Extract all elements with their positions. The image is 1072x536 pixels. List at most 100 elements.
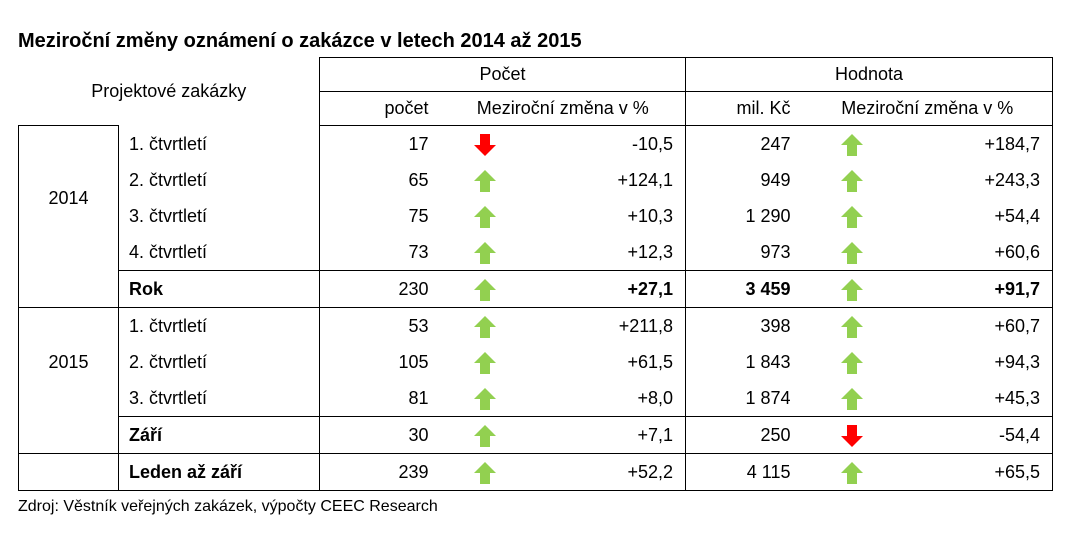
count-arrow xyxy=(441,380,529,417)
value-change-cell: +94,3 xyxy=(900,344,1053,380)
value-arrow xyxy=(803,344,901,380)
table-row: 2015 1. čtvrtletí 53 +211,8 398 +60,7 xyxy=(18,307,1053,417)
count-cell: 73 xyxy=(408,242,429,262)
count-arrow xyxy=(441,162,529,198)
col-header-count-change: Meziroční změna v % xyxy=(440,91,686,126)
row-label: 3. čtvrtletí xyxy=(118,198,320,234)
value-arrow xyxy=(802,453,901,491)
value-arrow xyxy=(803,198,901,234)
row-label: 2. čtvrtletí xyxy=(118,162,320,198)
value-change-cell: +60,7 xyxy=(900,307,1053,344)
count-change-cell: +12,3 xyxy=(528,234,686,271)
value-arrow xyxy=(803,308,901,345)
value-change-cell: +45,3 xyxy=(900,380,1053,417)
count-cell: 17 xyxy=(408,134,429,154)
year-cell-blank xyxy=(18,453,119,491)
group-header-count: Počet xyxy=(319,57,686,92)
value-change-cell: -54,4 xyxy=(900,416,1053,454)
value-arrow xyxy=(803,162,901,198)
table-row: 3. čtvrtletí 75 +10,3 1 290 +54,4 xyxy=(19,198,1053,234)
row-header-label: Projektové zakázky xyxy=(91,80,247,101)
group-header-value: Hodnota xyxy=(685,57,1053,92)
value-arrow xyxy=(802,270,901,308)
count-change-cell: +61,5 xyxy=(528,344,686,380)
arrow-up-icon xyxy=(473,278,497,302)
count-arrow xyxy=(440,270,529,308)
arrow-up-icon xyxy=(473,461,497,485)
value-cell: 1 843 xyxy=(745,352,791,372)
value-cell: 398 xyxy=(760,316,791,336)
value-arrow xyxy=(803,380,901,417)
value-cell: 949 xyxy=(760,170,791,190)
count-change-cell: +8,0 xyxy=(528,380,686,417)
value-cell: 4 115 xyxy=(685,453,803,491)
value-change-cell: +60,6 xyxy=(900,234,1053,271)
arrow-down-icon xyxy=(840,424,864,448)
table-row: 2. čtvrtletí 65 +124,1 949 +243,3 xyxy=(19,162,1053,198)
table-row: 2014 1. čtvrtletí 17 -10,5 247 +184,7 xyxy=(18,125,1053,271)
arrow-up-icon xyxy=(840,205,864,229)
count-cell: 75 xyxy=(408,206,429,226)
count-change-cell: +124,1 xyxy=(528,162,686,198)
value-cell: 973 xyxy=(760,242,791,262)
table-body: 2014 1. čtvrtletí 17 -10,5 247 +184,7 2. čtvrt… xyxy=(18,125,1053,491)
count-cell: 239 xyxy=(319,453,441,491)
count-cell: 105 xyxy=(398,352,429,372)
count-cell: 230 xyxy=(319,270,441,308)
col-header-count: počet xyxy=(319,91,441,126)
arrow-down-icon xyxy=(473,133,497,157)
arrow-up-icon xyxy=(473,387,497,411)
value-cell: 247 xyxy=(760,134,791,154)
year-cell: 2015 xyxy=(18,307,119,417)
count-change-cell: +10,3 xyxy=(528,198,686,234)
count-change-cell: +7,1 xyxy=(528,416,686,454)
value-cell: 1 874 xyxy=(745,388,791,408)
row-label: 1. čtvrtletí xyxy=(118,307,320,344)
arrow-up-icon xyxy=(473,169,497,193)
table-row: Leden až září 239 +52,2 4 115 +65,5 xyxy=(18,453,1053,491)
count-arrow xyxy=(440,453,529,491)
arrow-up-icon xyxy=(473,424,497,448)
table-row: Září 30 +7,1 250 -54,4 xyxy=(18,416,1053,454)
arrow-up-icon xyxy=(473,315,497,339)
count-change-cell: -10,5 xyxy=(528,125,686,162)
year-cell-blank xyxy=(18,416,119,454)
value-change-cell: +184,7 xyxy=(900,125,1053,162)
count-cell: 65 xyxy=(408,170,429,190)
arrow-up-icon xyxy=(840,169,864,193)
value-cell: 3 459 xyxy=(685,270,803,308)
count-cell: 53 xyxy=(408,316,429,336)
arrow-up-icon xyxy=(840,461,864,485)
row-label: Rok xyxy=(118,270,320,308)
count-cell: 81 xyxy=(408,388,429,408)
value-change-cell: +243,3 xyxy=(900,162,1053,198)
value-change-cell: +91,7 xyxy=(900,270,1053,308)
count-arrow xyxy=(441,234,529,271)
data-table: Projektové zakázky Počet Hodnota počet M… xyxy=(18,57,1053,491)
value-arrow xyxy=(803,126,901,163)
arrow-up-icon xyxy=(840,351,864,375)
arrow-up-icon xyxy=(473,241,497,265)
table-title: Meziroční změny oznámení o zakázce v let… xyxy=(18,30,582,52)
year-cell: 2014 xyxy=(18,125,119,271)
table-row: 2. čtvrtletí 105 +61,5 1 843 +94,3 xyxy=(19,344,1053,380)
table-row: 3. čtvrtletí 81 +8,0 1 874 +45,3 xyxy=(19,380,1053,417)
col-header-value-change: Meziroční změna v % xyxy=(802,91,1053,126)
arrow-up-icon xyxy=(840,315,864,339)
count-change-cell: +27,1 xyxy=(528,270,686,308)
row-label: Leden až září xyxy=(118,453,320,491)
table-row: Rok 230 +27,1 3 459 +91,7 xyxy=(18,270,1053,308)
row-label: 2. čtvrtletí xyxy=(118,344,320,380)
count-arrow xyxy=(441,344,529,380)
row-label: 4. čtvrtletí xyxy=(118,234,320,271)
arrow-up-icon xyxy=(840,241,864,265)
value-change-cell: +54,4 xyxy=(900,198,1053,234)
count-arrow xyxy=(441,308,529,345)
value-change-cell: +65,5 xyxy=(900,453,1053,491)
value-cell: 1 290 xyxy=(745,206,791,226)
arrow-up-icon xyxy=(840,278,864,302)
arrow-up-icon xyxy=(840,133,864,157)
value-arrow xyxy=(802,416,901,454)
count-change-cell: +211,8 xyxy=(528,307,686,344)
count-arrow xyxy=(440,416,529,454)
